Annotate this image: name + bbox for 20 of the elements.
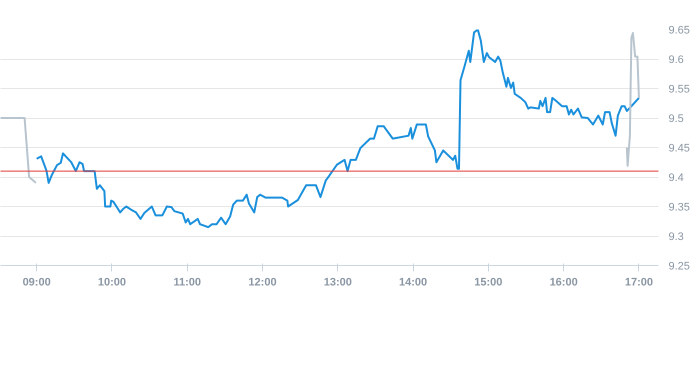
x-tick-label: 13:00: [324, 276, 352, 288]
y-tick-label: 9.25: [668, 260, 690, 272]
x-tick-label: 15:00: [474, 276, 502, 288]
y-tick-label: 9.4: [668, 172, 684, 184]
line-series: [626, 32, 640, 167]
y-tick-label: 9.45: [668, 142, 690, 154]
x-tick-label: 10:00: [98, 276, 126, 288]
x-tick-label: 16:00: [550, 276, 578, 288]
x-tick-label: 12:00: [248, 276, 277, 288]
line-series: [36, 30, 640, 228]
x-tick-label: 11:00: [173, 276, 201, 288]
y-tick-label: 9.65: [668, 24, 690, 36]
y-tick-label: 9.5: [668, 113, 684, 125]
y-tick-label: 9.35: [668, 202, 690, 214]
x-tick-label: 09:00: [22, 276, 51, 288]
x-tick-label: 17:00: [624, 276, 653, 288]
x-tick-label: 14:00: [399, 276, 428, 288]
y-tick-label: 9.6: [668, 54, 684, 66]
y-tick-label: 9.55: [668, 84, 690, 96]
y-tick-label: 9.3: [668, 231, 684, 243]
